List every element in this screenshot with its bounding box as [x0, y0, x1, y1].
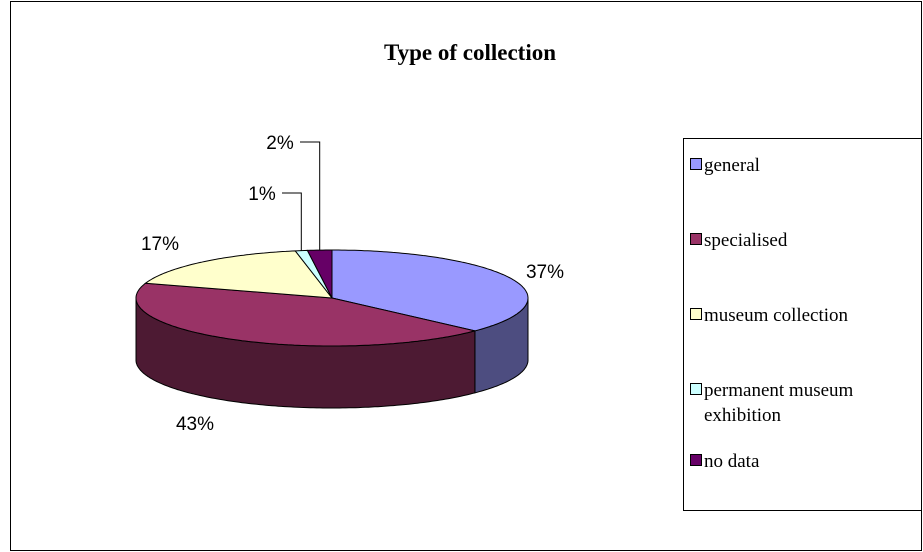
- legend-swatch: [690, 454, 702, 466]
- pie-slice: [144, 250, 334, 299]
- legend-label: no data: [704, 451, 760, 472]
- data-label: 37%: [526, 262, 564, 283]
- data-label: 43%: [176, 414, 214, 435]
- legend-label: general: [704, 155, 760, 176]
- legend-swatch: [690, 383, 702, 395]
- legend-swatch: [690, 308, 702, 320]
- legend-label: museum collection: [704, 305, 849, 326]
- legend-label: permanent museum exhibition: [704, 380, 854, 426]
- legend-swatch: [690, 233, 702, 245]
- data-label: 17%: [141, 234, 179, 255]
- leader-line: [300, 141, 321, 251]
- chart-title: Type of collection: [384, 40, 556, 65]
- data-label: 1%: [248, 184, 276, 205]
- pie-slice: [331, 249, 529, 332]
- legend-box: [683, 138, 922, 511]
- legend-label-line: exhibition: [704, 405, 782, 426]
- pie-slice: [135, 282, 476, 347]
- legend-swatch: [690, 158, 702, 170]
- legend-label: specialised: [704, 230, 788, 251]
- data-label: 2%: [266, 133, 294, 154]
- leader-line: [282, 192, 302, 251]
- legend-label-line: permanent museum: [704, 380, 854, 401]
